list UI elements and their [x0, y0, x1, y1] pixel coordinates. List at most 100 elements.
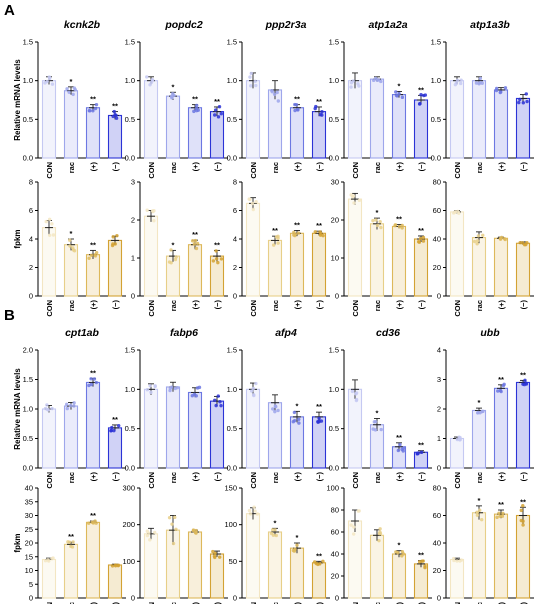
significance-label: * [70, 229, 73, 238]
data-point [73, 88, 77, 92]
y-tick-label: 100 [326, 484, 339, 493]
data-point [498, 90, 502, 95]
data-point [292, 410, 297, 415]
data-point [47, 217, 52, 222]
y-tick-label: 60 [433, 206, 441, 215]
x-tick-label: (−) [417, 601, 426, 604]
data-point [350, 389, 355, 394]
bar-(−) [209, 111, 225, 159]
x-tick-label: (−) [315, 471, 324, 481]
data-point [477, 82, 481, 86]
data-point [418, 101, 422, 106]
significance-label: * [296, 533, 299, 542]
data-point [43, 559, 48, 563]
significance-label: ** [498, 500, 504, 509]
data-point [213, 398, 217, 402]
data-point [193, 238, 198, 243]
bar-(−) [209, 553, 225, 599]
chart-atp1a2a: atp1a2a 0.0 0.5 1.0 1.5 CON rac * (+) ** (−) [329, 19, 432, 179]
y-tick-label: 8 [29, 178, 33, 187]
data-point [499, 389, 503, 394]
data-point [219, 257, 224, 261]
data-point [378, 527, 382, 531]
bar-(−) [413, 99, 429, 159]
data-point [497, 511, 501, 516]
data-point [211, 549, 215, 554]
data-point [190, 239, 195, 243]
data-point [276, 408, 280, 413]
data-point [169, 248, 173, 252]
data-point [167, 515, 172, 520]
y-tick-label: 100 [224, 520, 237, 529]
data-point [69, 544, 73, 549]
data-point [378, 531, 383, 536]
data-point [50, 82, 55, 86]
data-point [480, 517, 484, 522]
data-point [117, 423, 121, 428]
data-point [173, 257, 178, 262]
gene-title: cd36 [376, 327, 400, 339]
data-point [269, 531, 274, 536]
y-tick-label: 1.0 [227, 76, 237, 85]
data-point [297, 417, 301, 422]
data-point [503, 237, 507, 242]
data-point [494, 86, 499, 91]
data-point [378, 219, 382, 224]
data-point [213, 555, 217, 560]
bar-(+) [85, 254, 101, 297]
data-point [274, 533, 278, 538]
y-tick-label: 5 [29, 580, 33, 589]
y-tick-label: 0 [29, 292, 33, 301]
data-point [393, 223, 397, 228]
data-point [170, 522, 174, 526]
y-axis-label: Relative mRNA levels [13, 368, 22, 450]
y-tick-label: 1 [437, 434, 441, 443]
data-point [397, 224, 402, 229]
data-point [248, 512, 253, 516]
data-point [194, 106, 199, 111]
data-point [496, 389, 500, 393]
data-point [352, 525, 356, 529]
data-point [519, 508, 523, 513]
data-point [354, 392, 358, 396]
x-tick-label: (+) [497, 161, 506, 171]
y-tick-label: 1.5 [125, 346, 135, 355]
y-tick-label: 20 [433, 566, 441, 575]
data-point [271, 407, 275, 411]
chart-ppp2r3a: ppp2r3a 0.0 0.5 1.0 1.5 CON rac ** (+) ** (−) [227, 19, 330, 179]
data-point [216, 115, 221, 119]
data-point [421, 239, 426, 243]
x-tick-label: rac [271, 602, 280, 604]
data-point [475, 411, 480, 415]
panel-letter-b: B [4, 307, 15, 324]
y-tick-label: 20 [331, 572, 339, 581]
data-point [92, 377, 97, 381]
y-axis-label: fpkm [13, 229, 22, 248]
bar-(+) [289, 232, 305, 297]
significance-label: ** [192, 95, 198, 104]
bar-CON [449, 211, 465, 297]
x-tick-label: CON [351, 472, 360, 489]
bar-rac [471, 237, 487, 297]
data-point [93, 254, 98, 258]
data-point [93, 106, 98, 111]
bar-rac [471, 80, 487, 159]
data-point [318, 233, 323, 237]
bar-(+) [493, 387, 509, 469]
x-tick-label: rac [373, 472, 382, 483]
data-point [45, 407, 50, 412]
bar-(−) [107, 239, 123, 297]
y-tick-label: 1.0 [227, 385, 237, 394]
data-point [481, 409, 485, 414]
y-tick-label: 1.5 [329, 346, 339, 355]
bar-(+) [493, 513, 509, 599]
bar-rac [63, 405, 79, 469]
gene-title: afp4 [275, 327, 297, 339]
x-tick-label: (+) [293, 471, 302, 481]
significance-label: ** [520, 497, 526, 506]
data-point [171, 541, 176, 546]
gene-title: cpt1ab [65, 327, 99, 339]
data-point [145, 529, 150, 533]
bar-CON [143, 388, 159, 469]
